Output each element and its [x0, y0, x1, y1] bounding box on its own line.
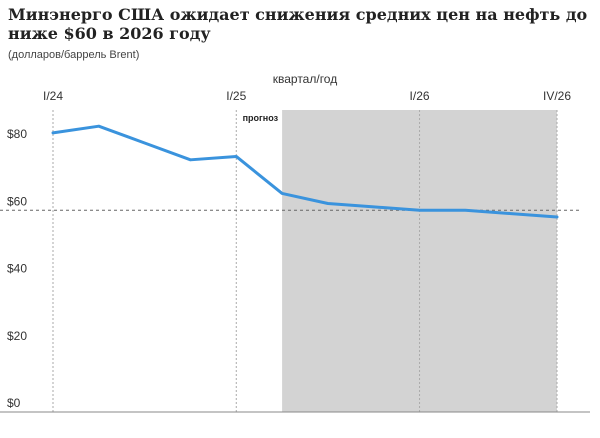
chart-subtitle: (долларов/баррель Brent) — [8, 49, 140, 61]
y-tick-label: $80 — [7, 127, 27, 141]
x-tick-label: I/25 — [226, 89, 246, 103]
y-tick-label: $60 — [7, 194, 27, 208]
chart-title: Минэнерго США ожидает снижения средних ц… — [8, 5, 588, 43]
x-tick-label: IV/26 — [543, 89, 571, 103]
forecast-label: прогноз — [243, 113, 279, 123]
x-axis-title: квартал/год — [273, 72, 337, 86]
series-line — [51, 124, 559, 219]
x-tick-label: I/26 — [410, 89, 430, 103]
y-tick-label: $40 — [7, 262, 27, 276]
x-tick-label: I/24 — [43, 89, 63, 103]
forecast-region — [282, 110, 557, 412]
y-tick-label: $0 — [7, 396, 21, 410]
y-tick-label: $20 — [7, 329, 27, 343]
